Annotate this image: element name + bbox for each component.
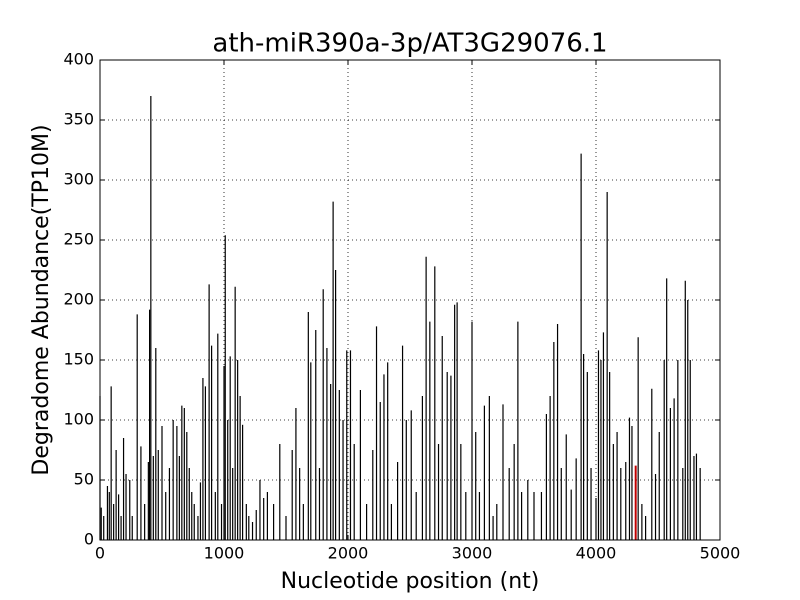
y-tick-label: 100 — [63, 410, 94, 429]
y-tick-label: 50 — [74, 470, 94, 489]
y-tick-label: 250 — [63, 230, 94, 249]
y-tick-label: 200 — [63, 290, 94, 309]
x-tick-label: 0 — [95, 544, 105, 563]
x-tick-label: 5000 — [700, 544, 741, 563]
y-tick-label: 300 — [63, 170, 94, 189]
plot-frame — [99, 59, 721, 541]
y-tick-label: 150 — [63, 350, 94, 369]
x-tick-label: 1000 — [204, 544, 245, 563]
y-tick-label: 350 — [63, 110, 94, 129]
y-tick-label: 400 — [63, 50, 94, 69]
y-axis-label: Degradome Abundance(TP10M) — [29, 124, 54, 475]
x-tick-label: 4000 — [576, 544, 617, 563]
x-axis-label: Nucleotide position (nt) — [281, 569, 540, 594]
x-tick-label: 2000 — [328, 544, 369, 563]
y-tick-label: 0 — [84, 530, 94, 549]
x-tick-label: 3000 — [452, 544, 493, 563]
chart-title: ath-miR390a-3p/AT3G29076.1 — [212, 29, 607, 59]
